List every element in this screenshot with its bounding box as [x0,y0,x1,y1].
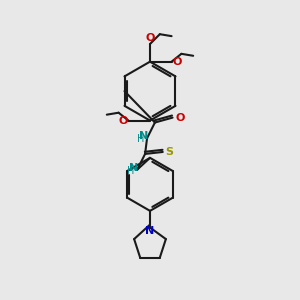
Text: N: N [129,163,138,173]
Text: N: N [139,131,148,141]
Text: H: H [137,134,144,144]
Text: O: O [145,33,155,43]
Text: O: O [176,112,185,123]
Text: O: O [172,57,182,67]
Text: H: H [127,166,134,176]
Text: O: O [118,116,128,126]
Text: N: N [146,226,154,236]
Text: S: S [166,147,174,157]
